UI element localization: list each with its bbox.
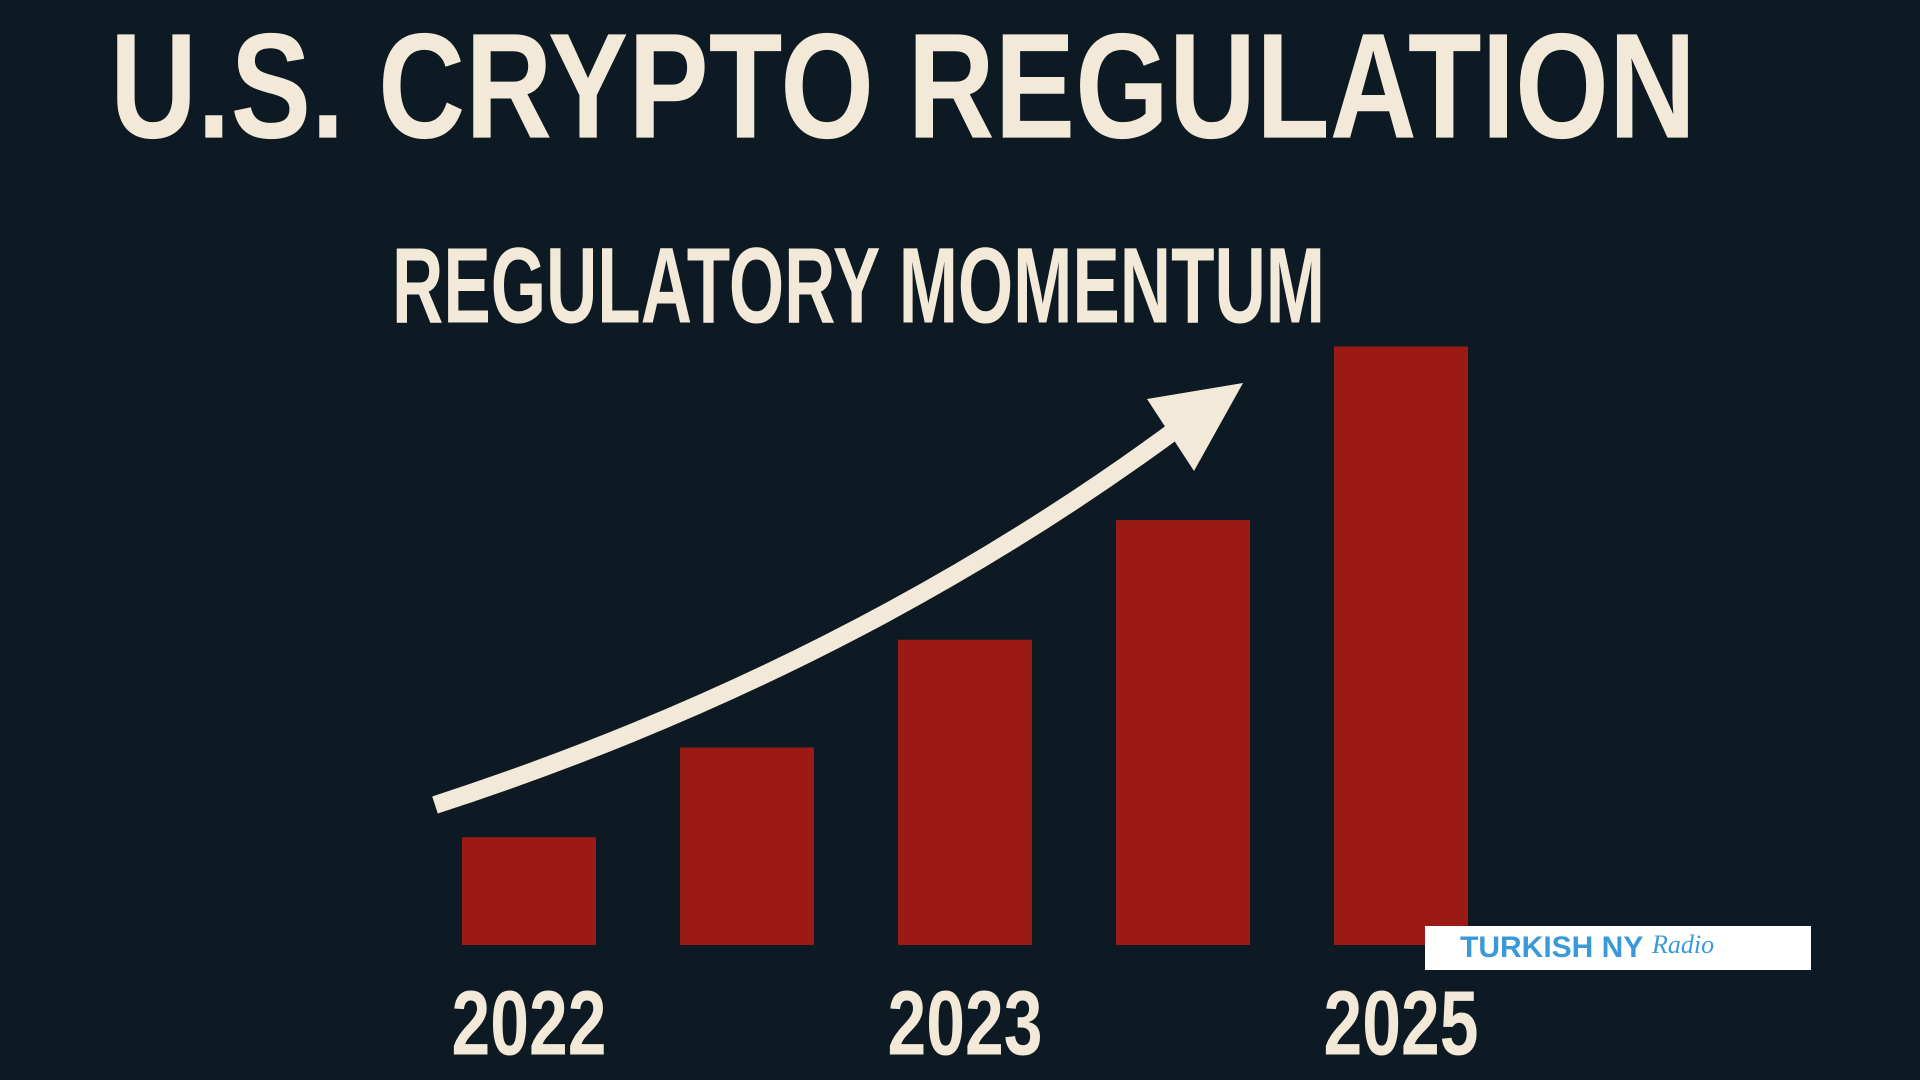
watermark-brand: TURKISH NY — [1460, 931, 1643, 964]
x-tick-label: 2025 — [1324, 972, 1479, 1074]
chart-subtitle: REGULATORY MOMENTUM — [392, 225, 1325, 346]
watermark-box — [1425, 926, 1811, 970]
bars: 2022 2023 2025 — [452, 346, 1479, 1074]
chart-title: U.S. CRYPTO REGULATION — [110, 2, 1696, 170]
watermark-script: Radio — [1651, 930, 1714, 959]
bar — [680, 747, 814, 945]
trend-arrow — [432, 420, 1184, 814]
x-tick-label: 2023 — [888, 972, 1043, 1074]
bar — [462, 837, 596, 945]
bar — [898, 639, 1032, 945]
x-tick-label: 2022 — [452, 972, 607, 1074]
bar — [1116, 520, 1250, 945]
bar — [1334, 346, 1468, 945]
trend-arrow-head — [1147, 383, 1243, 471]
